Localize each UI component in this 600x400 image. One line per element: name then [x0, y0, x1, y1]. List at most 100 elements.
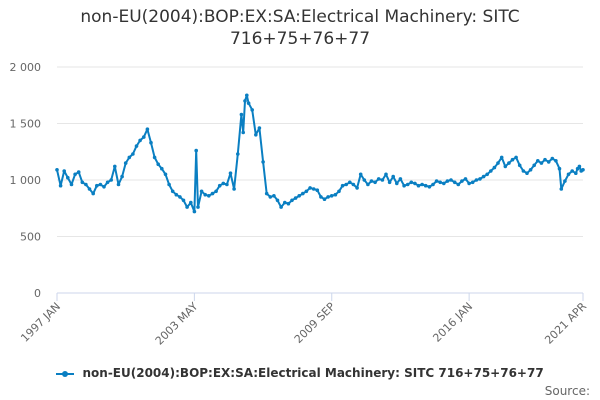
data-point[interactable] [301, 191, 305, 196]
data-point[interactable] [264, 191, 269, 196]
data-point[interactable] [337, 189, 341, 194]
data-point[interactable] [174, 192, 179, 197]
data-point[interactable] [543, 157, 547, 162]
data-point[interactable] [62, 169, 66, 173]
data-point[interactable] [570, 169, 574, 173]
data-point[interactable] [203, 192, 207, 197]
data-point[interactable] [261, 160, 265, 164]
data-point[interactable] [308, 186, 312, 190]
data-point[interactable] [293, 196, 298, 200]
data-point[interactable] [246, 101, 251, 105]
data-point[interactable] [241, 130, 245, 135]
data-point[interactable] [210, 191, 215, 196]
data-point[interactable] [478, 177, 482, 181]
data-point[interactable] [395, 181, 399, 186]
data-point[interactable] [577, 164, 582, 169]
data-point[interactable] [499, 155, 504, 160]
data-point[interactable] [87, 187, 92, 191]
data-point[interactable] [58, 183, 63, 188]
data-point[interactable] [66, 175, 70, 180]
data-point[interactable] [398, 177, 403, 181]
data-point[interactable] [311, 187, 316, 191]
data-point[interactable] [156, 162, 160, 166]
data-point[interactable] [380, 178, 385, 182]
data-point[interactable] [387, 180, 392, 185]
data-point[interactable] [145, 127, 150, 131]
data-point[interactable] [283, 200, 287, 205]
data-point[interactable] [554, 159, 558, 163]
data-point[interactable] [528, 168, 533, 172]
data-point[interactable] [329, 194, 334, 198]
data-point[interactable] [481, 174, 486, 179]
data-point[interactable] [84, 182, 88, 187]
data-point[interactable] [362, 178, 367, 182]
data-point[interactable] [138, 138, 142, 143]
series-line[interactable] [56, 94, 584, 213]
data-point[interactable] [245, 93, 249, 98]
data-point[interactable] [344, 182, 349, 187]
data-point[interactable] [254, 133, 258, 137]
data-point[interactable] [409, 180, 414, 185]
data-point[interactable] [142, 135, 146, 139]
data-point[interactable] [105, 180, 110, 185]
data-point[interactable] [232, 187, 236, 191]
data-point[interactable] [322, 197, 327, 201]
data-point[interactable] [546, 160, 551, 164]
data-point[interactable] [69, 182, 74, 187]
data-point[interactable] [225, 182, 229, 187]
data-point[interactable] [521, 169, 526, 173]
data-point[interactable] [348, 180, 352, 185]
legend[interactable]: non-EU(2004):BOP:EX:SA:Electrical Machin… [0, 366, 600, 380]
data-point[interactable] [304, 189, 309, 194]
data-point[interactable] [268, 195, 273, 199]
data-point[interactable] [566, 172, 571, 177]
data-point[interactable] [373, 180, 377, 185]
data-point[interactable] [286, 201, 291, 206]
data-point[interactable] [581, 168, 585, 172]
data-point[interactable] [463, 177, 468, 181]
data-point[interactable] [470, 180, 475, 185]
data-point[interactable] [434, 179, 439, 183]
data-point[interactable] [492, 165, 497, 170]
data-point[interactable] [217, 183, 222, 188]
data-point[interactable] [376, 177, 381, 181]
data-point[interactable] [405, 182, 410, 187]
data-point[interactable] [442, 181, 446, 186]
data-point[interactable] [510, 157, 515, 162]
data-point[interactable] [257, 126, 262, 130]
data-point[interactable] [134, 144, 139, 148]
data-point[interactable] [194, 148, 198, 153]
data-point[interactable] [272, 194, 276, 198]
data-point[interactable] [297, 194, 302, 198]
data-point[interactable] [489, 169, 493, 173]
data-point[interactable] [416, 183, 421, 188]
data-point[interactable] [196, 205, 200, 209]
data-point[interactable] [449, 178, 453, 182]
data-point[interactable] [123, 161, 128, 165]
data-point[interactable] [456, 182, 461, 187]
data-point[interactable] [460, 179, 464, 183]
data-point[interactable] [167, 182, 171, 187]
data-point[interactable] [355, 186, 359, 190]
data-point[interactable] [557, 166, 562, 171]
data-point[interactable] [189, 200, 193, 205]
data-point[interactable] [340, 183, 345, 188]
data-point[interactable] [452, 180, 457, 185]
data-point[interactable] [152, 155, 157, 160]
data-point[interactable] [109, 178, 113, 182]
data-point[interactable] [98, 182, 103, 187]
data-point[interactable] [214, 189, 218, 194]
data-point[interactable] [413, 181, 417, 186]
data-point[interactable] [181, 198, 186, 203]
data-point[interactable] [550, 156, 555, 161]
data-point[interactable] [420, 182, 424, 187]
data-point[interactable] [239, 112, 244, 117]
data-point[interactable] [532, 163, 536, 168]
data-point[interactable] [563, 179, 567, 183]
data-point[interactable] [207, 194, 211, 198]
data-point[interactable] [384, 172, 388, 177]
data-point[interactable] [91, 191, 95, 196]
data-point[interactable] [402, 183, 406, 188]
data-point[interactable] [517, 163, 522, 168]
data-point[interactable] [574, 171, 578, 175]
